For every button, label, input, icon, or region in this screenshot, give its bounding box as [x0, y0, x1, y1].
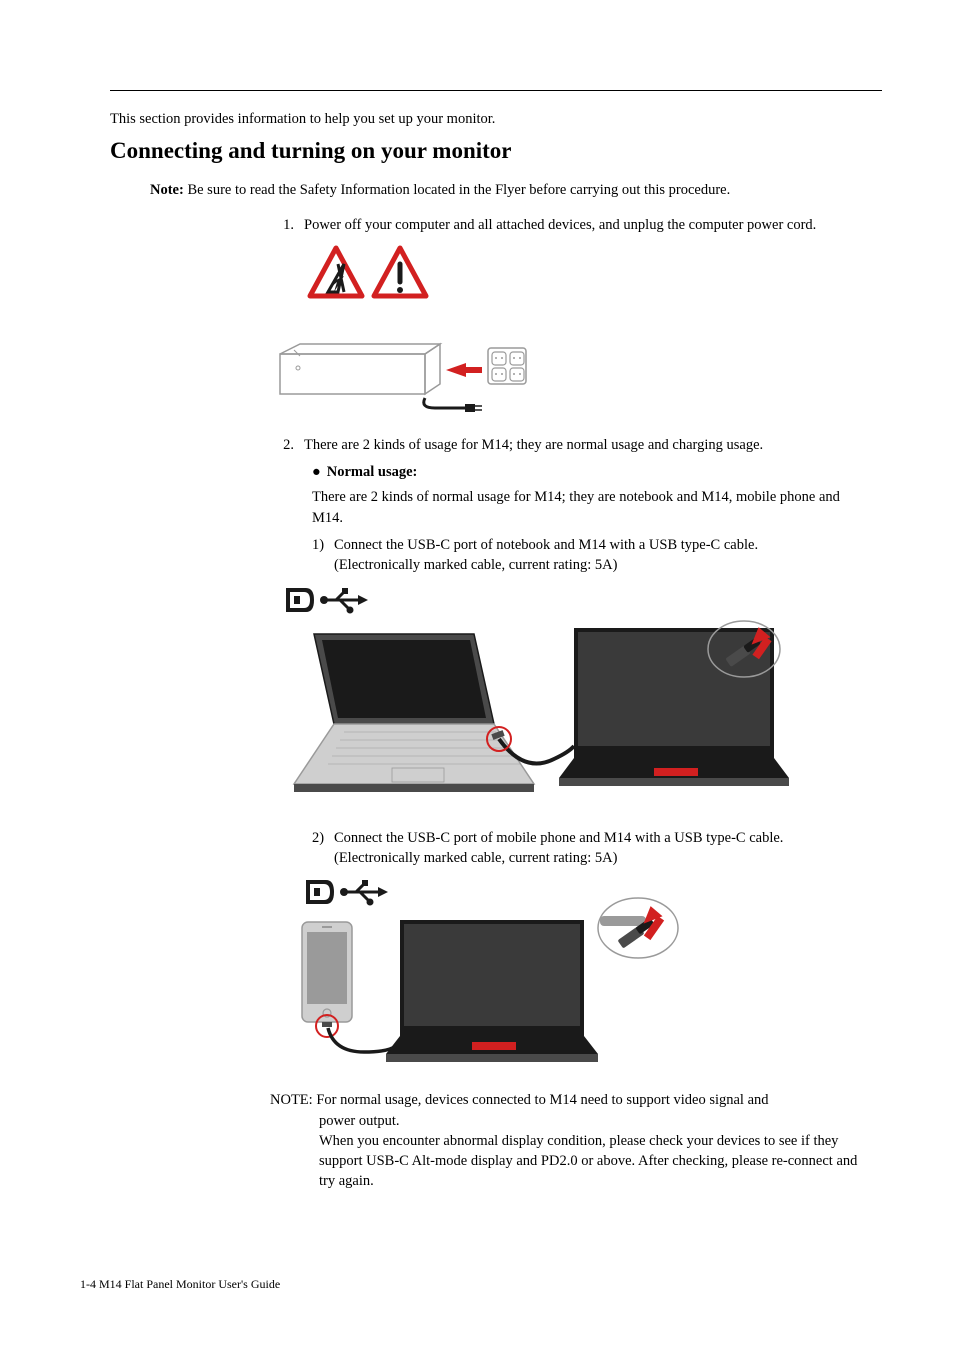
- notebook-m14-diagram: [274, 584, 872, 814]
- step-1-number: 1.: [270, 215, 294, 236]
- top-rule: [110, 90, 882, 91]
- note2-prefix: NOTE:: [270, 1092, 316, 1108]
- sub2-line2: (Electronically marked cable, current ra…: [334, 850, 617, 866]
- note2-line1-rest: power output.: [319, 1113, 400, 1129]
- warning-icons: [304, 244, 872, 306]
- step-2-text: There are 2 kinds of usage for M14; they…: [304, 435, 872, 456]
- bullet-label: Normal usage:: [327, 462, 418, 483]
- step-1-text: Power off your computer and all attached…: [304, 215, 872, 236]
- normal-usage-bullet: ● Normal usage:: [312, 462, 872, 483]
- step-2: 2. There are 2 kinds of usage for M14; t…: [270, 435, 872, 456]
- note2: NOTE: For normal usage, devices connecte…: [270, 1090, 872, 1191]
- page-footer: 1-4 M14 Flat Panel Monitor User's Guide: [80, 1277, 280, 1292]
- sub1-line1: Connect the USB-C port of notebook and M…: [334, 537, 758, 553]
- sub1-line2: (Electronically marked cable, current ra…: [334, 557, 617, 573]
- sub1-num: 1): [312, 535, 334, 576]
- normal-usage-desc: There are 2 kinds of normal usage for M1…: [312, 487, 872, 529]
- note-text: Be sure to read the Safety Information l…: [184, 182, 730, 198]
- note2-line1-inline: For normal usage, devices connected to M…: [316, 1092, 768, 1108]
- sub2-num: 2): [312, 828, 334, 869]
- sub-step-1: 1) Connect the USB-C port of notebook an…: [312, 535, 872, 576]
- steps-container: 1. Power off your computer and all attac…: [270, 215, 872, 1192]
- intro-text: This section provides information to hel…: [110, 109, 882, 130]
- sub-step-2: 2) Connect the USB-C port of mobile phon…: [312, 828, 872, 869]
- phone-m14-diagram: [294, 876, 872, 1076]
- step-1: 1. Power off your computer and all attac…: [270, 215, 872, 236]
- sub2-line1: Connect the USB-C port of mobile phone a…: [334, 830, 783, 846]
- step-2-number: 2.: [270, 435, 294, 456]
- note-label: Note:: [150, 182, 184, 198]
- note2-line2: When you encounter abnormal display cond…: [319, 1133, 857, 1190]
- section-heading: Connecting and turning on your monitor: [110, 138, 882, 164]
- safety-note: Note: Be sure to read the Safety Informa…: [150, 180, 882, 201]
- bullet-dot: ●: [312, 462, 321, 483]
- unplug-diagram: [270, 336, 872, 421]
- page-content: This section provides information to hel…: [0, 0, 954, 1232]
